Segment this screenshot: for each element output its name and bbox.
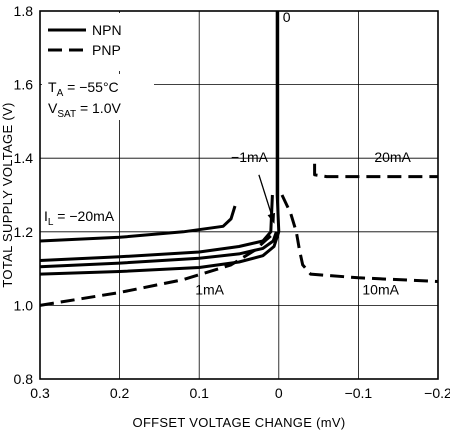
x-tick-label: −0.1 — [345, 385, 373, 401]
x-tick-label: 0.1 — [189, 385, 209, 401]
legend-label: NPN — [92, 22, 122, 38]
y-tick-label: 0.8 — [14, 371, 34, 387]
grid — [39, 10, 439, 380]
curve-annotation: 10mA — [362, 281, 399, 297]
annotation-arrow — [258, 174, 275, 224]
npn-series-line — [39, 231, 278, 269]
x-tick-label: −0.2 — [424, 385, 450, 401]
condition-ta: TA = −55°C — [48, 79, 119, 99]
x-tick-label: 0.3 — [30, 385, 50, 401]
curve-annotation: −1mA — [231, 149, 269, 165]
npn-series-line — [39, 231, 281, 276]
x-tick-label: 0 — [275, 385, 283, 401]
npn-series-line — [39, 194, 274, 262]
curve-annotation: 1mA — [195, 281, 224, 297]
y-axis-title: TOTAL SUPPLY VOLTAGE (V) — [0, 102, 15, 287]
curve-annotation: 0 — [283, 9, 291, 25]
tick-labels: 0.3 0.2 0.1 0 −0.1 −0.2 0.8 1.0 1.2 1.4 1.6 1.8 — [14, 3, 450, 401]
y-tick-label: 1.2 — [14, 224, 34, 240]
x-axis-title: OFFSET VOLTAGE CHANGE (mV) — [133, 415, 346, 430]
condition-vsat: VSAT = 1.0V — [48, 100, 121, 120]
pnp-series-line — [280, 194, 439, 283]
y-tick-label: 1.6 — [14, 77, 34, 93]
conditions-background — [42, 74, 154, 120]
il-annotation: IL = −20mA — [44, 208, 115, 228]
npn-series-line — [275, 11, 281, 232]
series-group — [39, 11, 439, 307]
legend-label: PNP — [92, 42, 121, 58]
y-tick-label: 1.0 — [14, 297, 34, 313]
npn-series-line — [39, 205, 237, 243]
x-tick-label: 0.2 — [110, 385, 130, 401]
curve-annotation: 20mA — [374, 149, 411, 165]
annotation-group: 0 −1mA 20mA 1mA 10mA IL = −20mA — [44, 9, 412, 297]
y-tick-label: 1.8 — [14, 3, 34, 19]
y-tick-label: 1.4 — [14, 150, 34, 166]
pnp-series-line — [313, 163, 438, 179]
legend-background — [42, 13, 154, 71]
pnp-series-line — [39, 230, 277, 307]
